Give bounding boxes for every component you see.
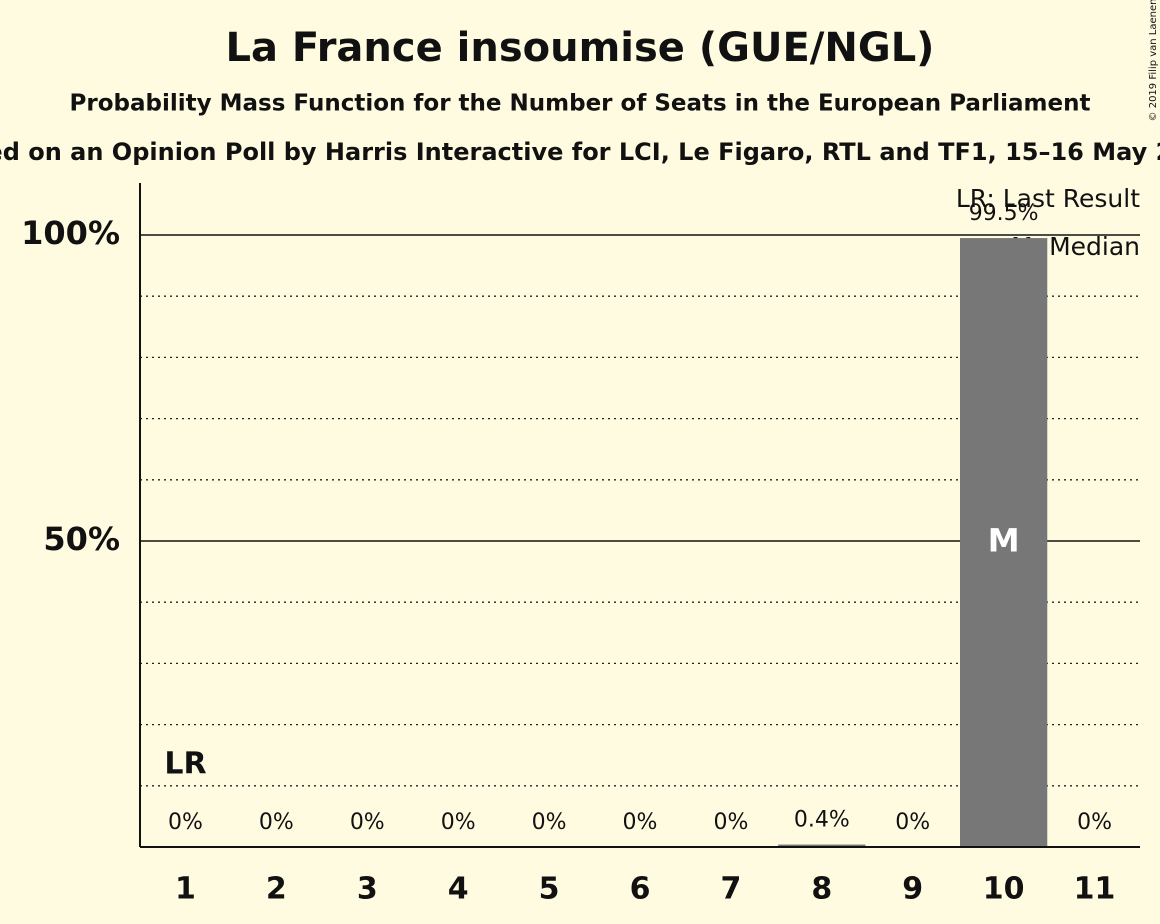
value-label: 0%	[532, 810, 567, 835]
x-tick-label: 7	[720, 872, 741, 907]
copyright: © 2019 Filip van Laenen	[1148, 0, 1159, 121]
x-tick-label: 6	[630, 872, 651, 907]
value-label: 0%	[168, 810, 203, 835]
bar	[778, 844, 866, 847]
value-label: 0%	[713, 810, 748, 835]
value-label: 0%	[1077, 810, 1112, 835]
value-label: 0%	[895, 810, 930, 835]
chart-title: La France insoumise (GUE/NGL)	[226, 25, 935, 71]
value-label: 0%	[623, 810, 658, 835]
bar	[960, 238, 1048, 847]
x-tick-label: 2	[266, 872, 287, 907]
x-tick-label: 5	[539, 872, 560, 907]
value-label: 0%	[441, 810, 476, 835]
x-tick-label: 3	[357, 872, 378, 907]
value-label: 0%	[259, 810, 294, 835]
x-tick-label: 4	[448, 872, 469, 907]
x-tick-label: 10	[983, 872, 1025, 907]
value-label: 0.4%	[794, 808, 850, 833]
x-tick-label: 11	[1074, 872, 1116, 907]
chart-subtitle: Probability Mass Function for the Number…	[70, 91, 1091, 117]
last-result-mark: LR	[164, 747, 206, 782]
value-label: 99.5%	[969, 201, 1039, 226]
value-label: 0%	[350, 810, 385, 835]
median-mark: M	[988, 522, 1020, 560]
legend-entry: LR: Last Result	[956, 184, 1140, 213]
x-tick-label: 1	[175, 872, 196, 907]
source-note: Based on an Opinion Poll by Harris Inter…	[0, 138, 1160, 166]
y-tick-label: 100%	[21, 214, 120, 252]
y-tick-label: 50%	[43, 520, 120, 558]
x-tick-label: 9	[902, 872, 923, 907]
x-tick-label: 8	[811, 872, 832, 907]
